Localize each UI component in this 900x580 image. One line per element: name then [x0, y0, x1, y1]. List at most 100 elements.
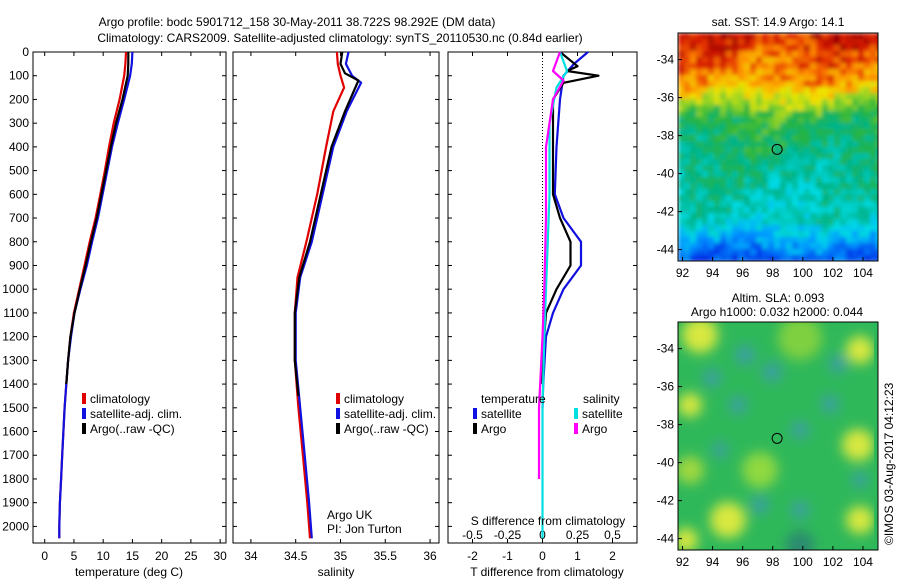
sst-cell	[696, 105, 703, 112]
sst-cell	[762, 183, 769, 190]
sst-cell	[768, 165, 775, 172]
sst-cell	[864, 159, 871, 166]
sst-cell	[828, 135, 835, 142]
sst-cell	[840, 207, 847, 214]
x-tick-label: 10	[97, 549, 111, 563]
sst-cell	[876, 123, 878, 130]
sla-blob	[846, 506, 874, 534]
sst-cell	[846, 99, 853, 106]
sst-cell	[792, 111, 799, 118]
sst-cell	[720, 243, 727, 250]
x-tick-label: 100	[793, 555, 813, 569]
sst-cell	[822, 213, 829, 220]
sst-cell	[714, 201, 721, 208]
sst-cell	[870, 123, 877, 130]
sst-cell	[774, 249, 781, 256]
sst-cell	[768, 249, 775, 256]
sst-cell	[786, 183, 793, 190]
sst-cell	[690, 243, 697, 250]
sst-cell	[750, 129, 757, 136]
sst-cell	[702, 147, 709, 154]
sst-cell	[762, 177, 769, 184]
sst-cell	[774, 147, 781, 154]
sst-cell	[750, 177, 757, 184]
sst-cell	[738, 153, 745, 160]
sst-cell	[708, 63, 715, 70]
sst-cell	[714, 135, 721, 142]
sst-cell	[702, 129, 709, 136]
sst-cell	[870, 39, 877, 46]
sst-cell	[696, 33, 703, 40]
sst-cell	[810, 75, 817, 82]
sst-cell	[690, 147, 697, 154]
salinity-legend: climatology satellite-adj. clim. Argo(..…	[327, 392, 436, 536]
sst-cell	[690, 195, 697, 202]
sst-cell	[684, 33, 691, 40]
x-tick-label: 104	[853, 266, 873, 280]
sst-cell	[780, 189, 787, 196]
sst-cell	[792, 183, 799, 190]
sst-cell	[870, 201, 877, 208]
sst-cell	[846, 69, 853, 76]
sst-cell	[780, 177, 787, 184]
sst-cell	[798, 225, 805, 232]
sst-cell	[834, 135, 841, 142]
sst-cell	[816, 51, 823, 58]
sst-cell	[732, 201, 739, 208]
sst-cell	[690, 189, 697, 196]
y-tick-label: -42	[657, 205, 675, 219]
sst-cell	[708, 39, 715, 46]
sst-cell	[792, 237, 799, 244]
sst-cell	[750, 141, 757, 148]
sst-cell	[846, 123, 853, 130]
sst-cell	[864, 243, 871, 250]
sst-cell	[756, 195, 763, 202]
temperature-plot: 0100200300400500600700800900100011001200…	[2, 45, 227, 563]
sst-cell	[732, 219, 739, 226]
sst-cell	[756, 249, 763, 256]
sst-cell	[840, 213, 847, 220]
sst-cell	[690, 75, 697, 82]
sst-cell	[828, 255, 835, 261]
sst-cell	[684, 93, 691, 100]
x-tick-label: 96	[736, 266, 750, 280]
sst-cell	[678, 45, 685, 52]
sst-cell	[816, 117, 823, 124]
sst-cell	[684, 147, 691, 154]
sst-cell	[768, 195, 775, 202]
sst-cell	[840, 159, 847, 166]
sst-cell	[708, 171, 715, 178]
sst-cell	[846, 207, 853, 214]
y-tick-label: -38	[657, 418, 675, 432]
sst-cell	[690, 177, 697, 184]
sst-cell	[774, 213, 781, 220]
sst-cell	[840, 75, 847, 82]
legend-label-t-argo: Argo	[481, 422, 507, 436]
legend-label-climatology: climatology	[90, 392, 150, 406]
legend-swatch-argo	[82, 423, 86, 434]
sst-cell	[738, 117, 745, 124]
annotation-pi: PI: Jon Turton	[327, 522, 402, 536]
sst-cell	[792, 255, 799, 261]
sst-cell	[858, 69, 865, 76]
sst-cell	[738, 99, 745, 106]
sst-cell	[840, 105, 847, 112]
sst-cell	[822, 207, 829, 214]
sst-cell	[762, 135, 769, 142]
sst-cell	[684, 87, 691, 94]
sst-cell	[690, 87, 697, 94]
sst-cell	[840, 243, 847, 250]
sst-cell	[744, 153, 751, 160]
sst-cell	[774, 69, 781, 76]
sst-cell	[840, 189, 847, 196]
sst-cell	[696, 129, 703, 136]
sst-cell	[690, 63, 697, 70]
sst-cell	[762, 243, 769, 250]
sst-cell	[708, 111, 715, 118]
sst-cell	[696, 183, 703, 190]
sst-cell	[822, 237, 829, 244]
sst-cell	[870, 75, 877, 82]
sst-cell	[792, 45, 799, 52]
sst-cell	[876, 135, 878, 142]
sst-cell	[816, 249, 823, 256]
